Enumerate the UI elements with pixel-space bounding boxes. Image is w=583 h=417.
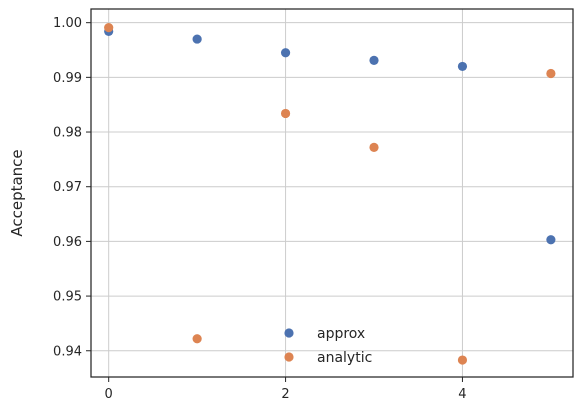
approx-point (457, 61, 468, 72)
approx-point (546, 235, 556, 245)
legend: approx analytic (284, 326, 372, 366)
grid-lines (91, 9, 573, 377)
x-tick-label: 0 (105, 387, 113, 402)
approx-point (369, 55, 379, 65)
legend-marker-analytic (284, 352, 294, 362)
analytic-point (369, 142, 379, 152)
y-tick-label: 1.00 (53, 16, 82, 31)
y-tick-label: 0.94 (53, 344, 82, 359)
legend-label-analytic: analytic (317, 350, 372, 366)
y-tick-label: 0.98 (53, 126, 82, 141)
approx-point (192, 34, 202, 44)
y-axis-label: Acceptance (8, 149, 26, 236)
plot-frame (90, 8, 574, 378)
y-tick-label: 0.99 (53, 71, 82, 86)
x-tick-label: 2 (281, 387, 289, 402)
analytic-point (104, 22, 114, 33)
analytic-point (192, 334, 202, 344)
y-tick-label: 0.97 (53, 180, 82, 195)
data-points (104, 22, 556, 365)
analytic-point (546, 68, 556, 79)
approx-point (280, 48, 291, 58)
axis-ticks: 0 2 4 0.94 0.95 0.96 0.97 0.98 0.99 1.00 (53, 16, 467, 402)
legend-marker-approx (284, 328, 294, 338)
y-tick-label: 0.95 (53, 290, 82, 305)
y-tick-label: 0.96 (53, 235, 82, 250)
legend-label-approx: approx (317, 326, 365, 342)
analytic-point (280, 108, 291, 119)
x-tick-label: 4 (458, 387, 466, 402)
analytic-point (457, 355, 468, 365)
